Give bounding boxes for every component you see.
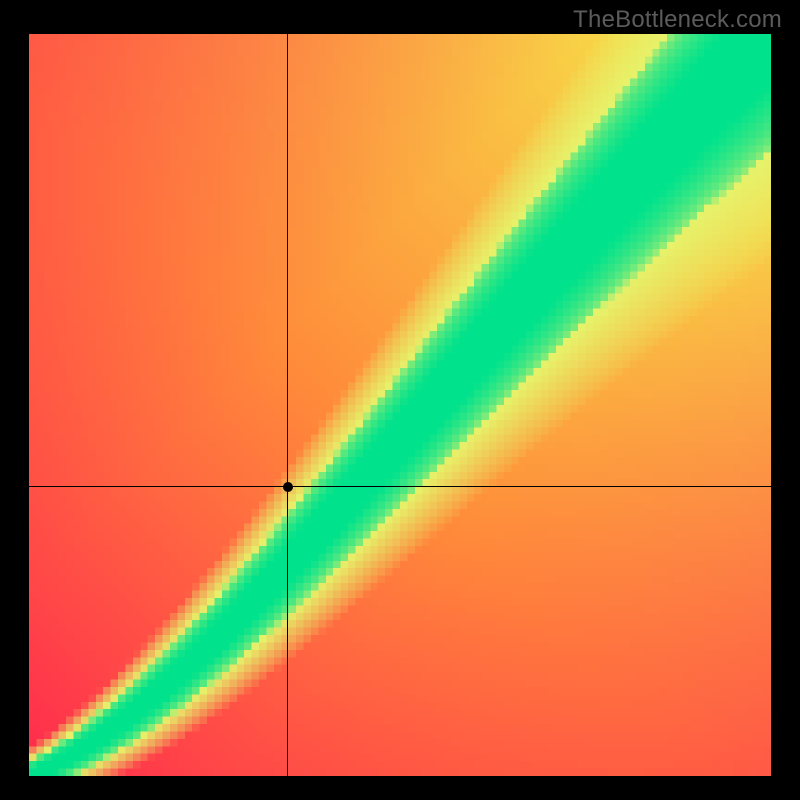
- watermark-text: TheBottleneck.com: [573, 6, 782, 34]
- chart-container: TheBottleneck.com: [0, 0, 800, 800]
- crosshair-vertical: [287, 34, 288, 776]
- crosshair-dot: [283, 482, 293, 492]
- bottleneck-heatmap: [29, 34, 771, 776]
- crosshair-horizontal: [29, 486, 771, 487]
